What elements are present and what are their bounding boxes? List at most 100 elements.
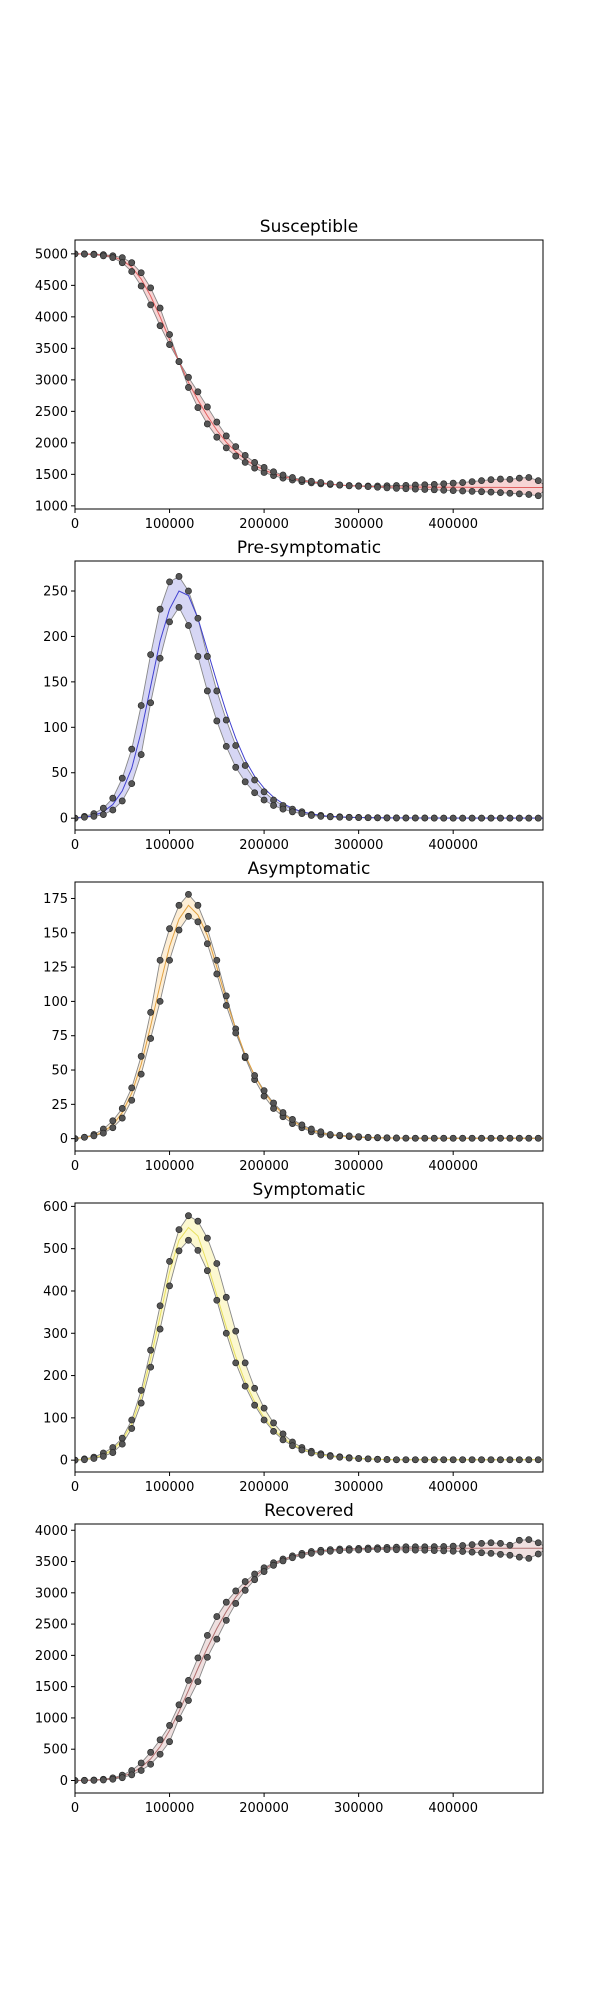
- lower-data-point: [402, 1456, 410, 1464]
- upper-data-point: [203, 925, 211, 933]
- upper-data-point: [147, 1008, 155, 1016]
- lower-data-point: [345, 1132, 353, 1140]
- x-tick-label: 300000: [334, 1480, 384, 1495]
- lower-data-point: [411, 1456, 419, 1464]
- upper-data-point: [515, 474, 523, 482]
- lower-data-point: [364, 483, 372, 491]
- lower-data-point: [137, 1767, 145, 1774]
- lower-data-point: [203, 1267, 211, 1275]
- lower-data-point: [232, 1029, 240, 1037]
- x-tick-label: 200000: [239, 1480, 289, 1495]
- lower-data-point: [534, 1456, 542, 1464]
- lower-data-point: [289, 474, 296, 481]
- lower-data-point: [109, 254, 117, 262]
- upper-data-point: [185, 1212, 192, 1220]
- plot-area: [75, 573, 543, 822]
- y-tick-label: 0: [60, 1454, 68, 1469]
- upper-data-point: [232, 1327, 240, 1335]
- y-tick-label: 1000: [35, 499, 68, 514]
- lower-data-point: [449, 487, 457, 495]
- lower-data-point: [545, 484, 551, 490]
- x-tick-label: 300000: [334, 1801, 384, 1816]
- lower-data-point: [487, 1456, 495, 1464]
- lower-data-point: [374, 1545, 381, 1553]
- y-tick-label: 4000: [35, 310, 68, 325]
- y-tick-label: 50: [51, 766, 68, 781]
- x-tick-label: 300000: [334, 1159, 384, 1174]
- lower-data-point: [355, 1546, 363, 1554]
- lower-data-point: [222, 1002, 230, 1009]
- lower-data-point: [421, 814, 429, 822]
- lower-data-point: [175, 926, 183, 934]
- lower-data-point: [449, 1547, 457, 1555]
- lower-data-point: [478, 488, 485, 496]
- lower-data-point: [128, 1425, 136, 1432]
- upper-data-point: [525, 474, 533, 481]
- lower-data-point: [336, 1453, 344, 1461]
- lower-data-point: [402, 1134, 410, 1142]
- y-tick-label: 250: [43, 584, 68, 599]
- lower-data-point: [336, 1547, 344, 1554]
- upper-data-point: [147, 1346, 155, 1354]
- lower-data-point: [307, 477, 315, 485]
- lower-data-point: [109, 806, 117, 814]
- upper-data-point: [128, 1416, 136, 1424]
- upper-data-point: [156, 304, 164, 312]
- lower-data-point: [185, 1236, 192, 1244]
- lower-data-point: [525, 814, 533, 822]
- upper-data-point: [118, 774, 126, 782]
- lower-data-point: [213, 970, 221, 978]
- lower-data-point: [118, 259, 126, 267]
- lower-data-point: [411, 1546, 419, 1554]
- y-tick-label: 5000: [35, 247, 68, 262]
- lower-data-point: [137, 282, 145, 290]
- lower-data-point: [440, 1134, 448, 1142]
- upper-data-point: [468, 478, 476, 485]
- lower-data-point: [459, 1134, 467, 1142]
- lower-data-point: [289, 1442, 296, 1450]
- upper-bound-line: [75, 1215, 543, 1461]
- lower-data-point: [166, 341, 173, 348]
- upper-data-point: [241, 458, 249, 466]
- lower-data-point: [194, 1678, 202, 1686]
- lower-data-point: [374, 814, 381, 822]
- upper-data-point: [175, 901, 183, 909]
- lower-data-point: [317, 1128, 325, 1136]
- lower-data-point: [449, 814, 457, 822]
- lower-data-point: [468, 487, 476, 495]
- upper-data-point: [99, 804, 107, 812]
- lower-data-point: [393, 814, 400, 822]
- y-tick-label: 2500: [35, 405, 68, 420]
- lower-data-point: [128, 268, 136, 275]
- lower-data-point: [298, 476, 306, 484]
- lower-data-point: [213, 418, 221, 426]
- confidence-band: [75, 1539, 543, 1781]
- y-tick-label: 0: [60, 812, 68, 827]
- upper-data-point: [203, 420, 211, 428]
- upper-data-point: [128, 1084, 136, 1092]
- y-tick-label: 200: [43, 630, 68, 645]
- upper-data-point: [118, 1434, 126, 1442]
- chart-panel-2: Asymptomatic 0 100000 200000 300000 400000 0 25…: [43, 859, 544, 1174]
- lower-data-point: [459, 1456, 467, 1464]
- lower-data-point: [81, 1133, 88, 1141]
- lower-data-point: [440, 1456, 448, 1464]
- lower-data-point: [515, 814, 523, 822]
- upper-data-point: [194, 614, 202, 622]
- lower-data-point: [241, 452, 249, 459]
- lower-data-point: [203, 1653, 211, 1661]
- upper-data-point: [166, 1257, 173, 1265]
- lower-data-point: [232, 1359, 240, 1367]
- lower-data-point: [251, 789, 259, 797]
- lower-data-point: [289, 1116, 296, 1123]
- lower-data-point: [109, 1124, 117, 1132]
- chart-panel-3: Symptomatic 0 100000 200000 300000 400000 0 100…: [43, 1180, 544, 1495]
- upper-data-point: [222, 992, 230, 1000]
- lower-data-point: [545, 1545, 551, 1551]
- lower-data-point: [355, 814, 363, 822]
- lower-data-point: [156, 998, 164, 1005]
- upper-data-point: [128, 745, 136, 753]
- lower-data-point: [421, 1546, 429, 1554]
- lower-data-point: [459, 1548, 467, 1555]
